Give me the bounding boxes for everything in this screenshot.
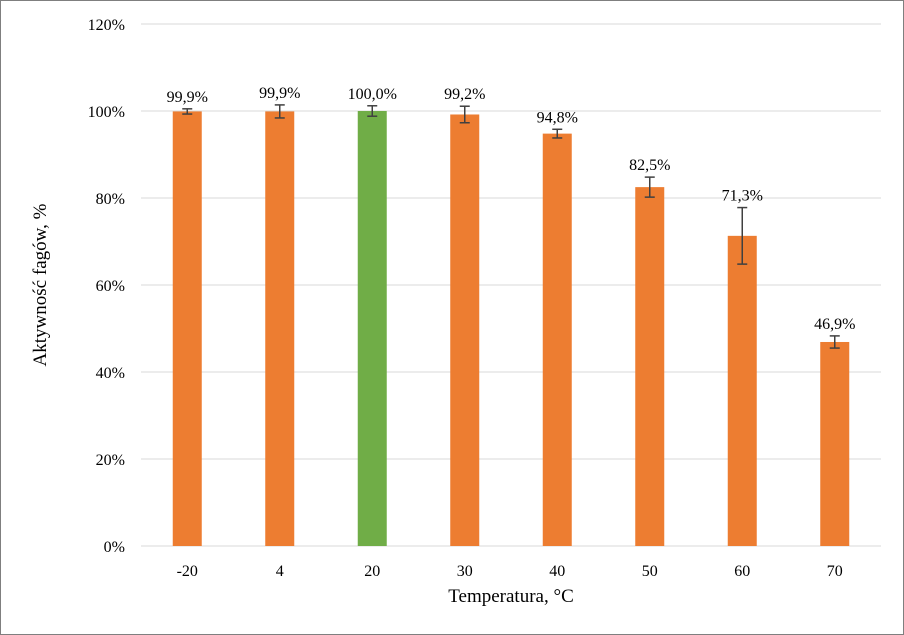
x-tick-label: -20 xyxy=(177,563,198,580)
x-axis-title: Temperatura, °C xyxy=(448,586,574,607)
x-axis-ticks: -20 4 20 30 40 50 60 70 xyxy=(177,563,843,580)
data-label: 46,9% xyxy=(814,316,855,333)
x-tick-label: 20 xyxy=(364,563,380,580)
bar xyxy=(635,187,665,546)
y-tick-label: 120% xyxy=(88,17,125,34)
y-tick-label: 20% xyxy=(96,452,125,469)
bar xyxy=(357,111,387,546)
data-label: 99,9% xyxy=(259,85,300,102)
x-tick-label: 60 xyxy=(734,563,750,580)
x-tick-label: 30 xyxy=(457,563,473,580)
y-tick-label: 60% xyxy=(96,278,125,295)
y-tick-label: 0% xyxy=(104,539,125,556)
error-bar xyxy=(182,108,193,115)
bar xyxy=(820,341,850,546)
error-bars xyxy=(182,104,840,349)
error-bar xyxy=(367,105,378,117)
bar xyxy=(265,111,295,546)
data-labels: 99,9% 99,9% 100,0% 99,2% 94,8% 82,5% 71,3% 46,9… xyxy=(167,85,856,333)
y-tick-label: 100% xyxy=(88,104,125,121)
bar xyxy=(450,114,480,546)
error-bar xyxy=(459,105,470,124)
bar xyxy=(727,235,757,546)
data-label: 82,5% xyxy=(629,157,670,174)
x-tick-label: 70 xyxy=(827,563,843,580)
error-bar xyxy=(737,206,748,265)
data-label: 99,9% xyxy=(167,89,208,106)
data-label: 100,0% xyxy=(348,86,397,103)
x-tick-label: 40 xyxy=(549,563,565,580)
y-axis-title: Aktywność fagów, % xyxy=(30,203,51,366)
bars xyxy=(172,111,850,546)
data-label: 99,2% xyxy=(444,86,485,103)
error-bar xyxy=(274,104,285,119)
data-label: 71,3% xyxy=(722,188,763,205)
bar xyxy=(172,111,202,546)
x-tick-label: 50 xyxy=(642,563,658,580)
y-axis-ticks: 0% 20% 40% 60% 80% 100% 120% xyxy=(88,17,125,556)
y-tick-label: 80% xyxy=(96,191,125,208)
y-tick-label: 40% xyxy=(96,365,125,382)
error-bar xyxy=(829,335,840,349)
gridlines xyxy=(141,23,881,547)
bar xyxy=(542,133,572,546)
error-bar xyxy=(552,128,563,139)
data-label: 94,8% xyxy=(537,109,578,126)
x-tick-label: 4 xyxy=(276,563,284,580)
error-bar xyxy=(644,176,655,198)
